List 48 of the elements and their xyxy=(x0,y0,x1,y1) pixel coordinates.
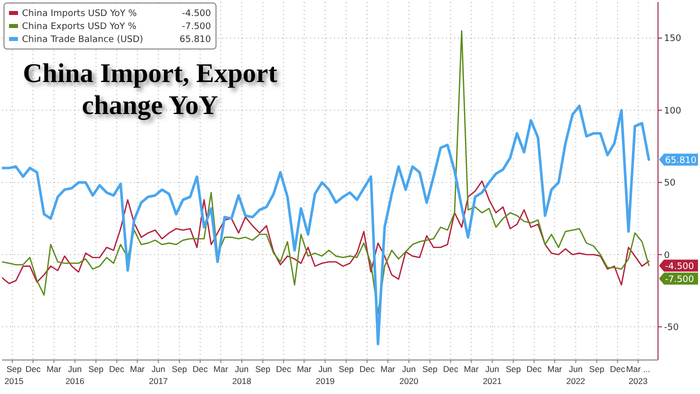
text: 65.810 xyxy=(180,35,211,46)
legend-label: China Imports USD YoY % xyxy=(22,9,138,20)
x-tick-label: Sep xyxy=(506,364,522,374)
legend-label: China Trade Balance (USD) xyxy=(22,35,144,46)
x-tick-label: Jun 2018 xyxy=(232,364,252,386)
x-tick-label: Sep xyxy=(338,364,354,374)
text: -7.500 xyxy=(182,22,211,32)
x-tick-label: Mar xyxy=(213,364,228,374)
x-tick-label: Dec xyxy=(109,364,126,374)
x-tick-label: Sep xyxy=(172,364,188,374)
x-tick-label: Mar xyxy=(130,364,145,374)
line-series xyxy=(2,30,650,314)
data-label: 65.810 xyxy=(665,156,697,166)
x-tick-label: Mar xyxy=(464,364,479,374)
y-tick-label: 0 xyxy=(664,250,670,261)
x-tick-label: Dec xyxy=(359,364,376,374)
y-tick-label: -50 xyxy=(664,322,679,333)
x-tick-label: Mar xyxy=(296,364,312,374)
x-tick-label: Mar xyxy=(380,364,396,374)
x-tick-label: Dec xyxy=(276,364,292,374)
x-tick-label: Jun 2021 xyxy=(482,364,502,386)
x-tick-label: Dec xyxy=(192,364,208,374)
x-tick-label: Sep xyxy=(589,364,605,374)
y-tick-label: 100 xyxy=(664,106,682,116)
text: -4.500 xyxy=(182,9,211,20)
x-tick-label: Dec xyxy=(610,364,626,374)
x-tick-label: Jun 2019 xyxy=(316,364,335,386)
y-tick-label: 150 xyxy=(664,34,682,44)
x-tick-label: Mar ... 2023 xyxy=(626,364,650,386)
x-tick-label: Jun 2017 xyxy=(148,364,168,386)
x-tick-label: Jun 2020 xyxy=(399,364,419,386)
x-tick-label: Jun 2022 xyxy=(566,364,586,386)
x-tick-label: Mar xyxy=(46,364,62,374)
legend-label: China Exports USD YoY % xyxy=(22,22,137,32)
data-label: -4.500 xyxy=(665,262,694,272)
x-tick-label: Sep xyxy=(88,364,104,374)
y-tick-label: 50 xyxy=(664,178,676,189)
x-tick-label: Sep xyxy=(422,364,438,374)
x-tick-label: Sep 2015 xyxy=(4,364,24,386)
data-label: -7.500 xyxy=(665,274,694,285)
x-tick-label: Mar xyxy=(547,364,562,374)
text: China Import, Export change YoY xyxy=(22,58,278,120)
x-tick-label: Dec xyxy=(26,364,42,374)
x-tick-label: Jun 2016 xyxy=(65,364,85,386)
line-series xyxy=(2,180,650,286)
x-tick-label: Dec xyxy=(443,364,459,374)
x-tick-label: Dec xyxy=(526,364,542,374)
x-tick-label: Sep xyxy=(255,364,271,374)
